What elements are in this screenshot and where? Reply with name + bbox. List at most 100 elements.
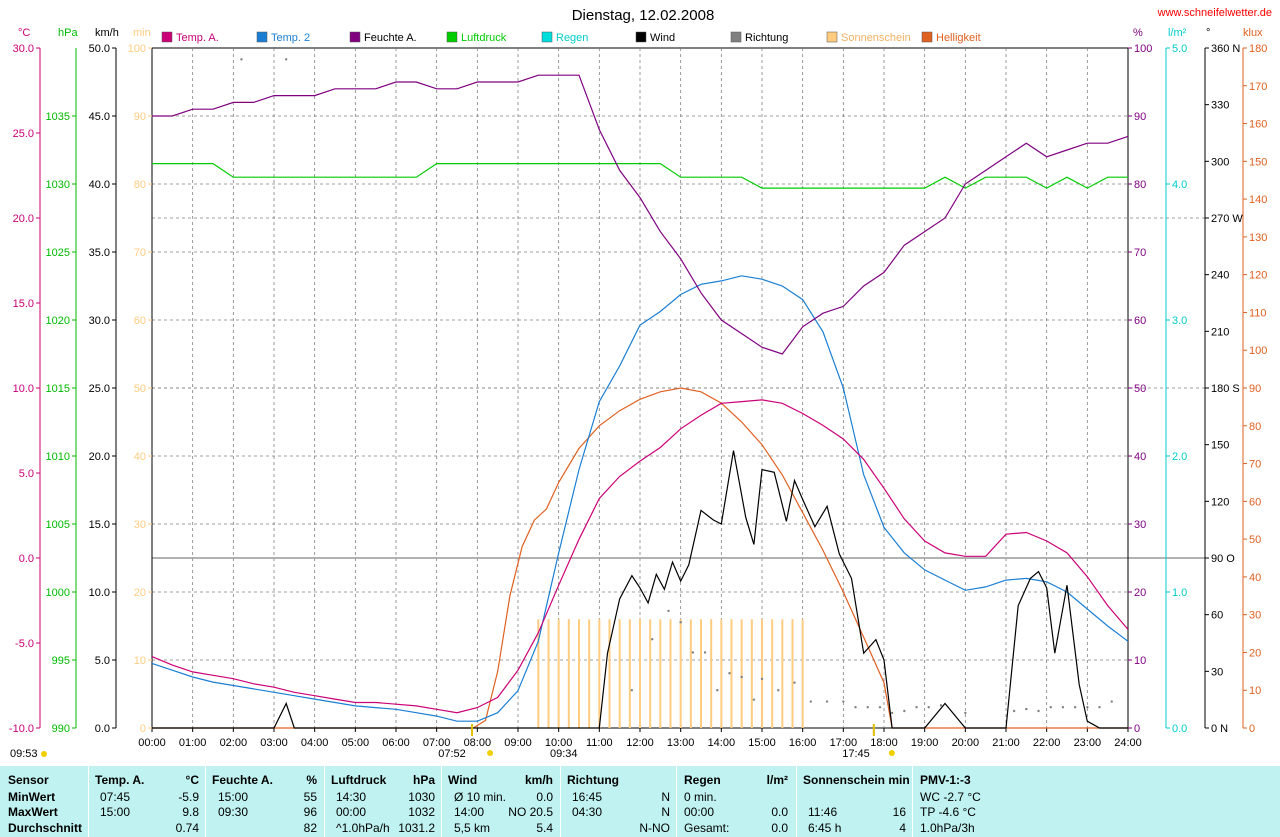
hpa-tick-label: 1005	[46, 519, 70, 531]
stat-cell: WC -2.7 °C	[920, 790, 981, 804]
statistics-table: Sensor Temp. A. °C Feuchte A.% Luftdruck hPa W…	[0, 766, 1280, 837]
temp-tick-label: 0.0	[19, 553, 34, 565]
min-tick-label: 20	[134, 587, 146, 599]
stat-cell: 00:00	[684, 805, 715, 819]
stat-cell: 82	[303, 821, 317, 835]
stat-cell: 96	[303, 805, 317, 819]
stat-cell: 55	[303, 790, 317, 804]
stat-cell: 04:30	[572, 805, 603, 819]
hpa-tick-label: 990	[52, 723, 70, 735]
stat-cell: Ø 10 min.	[454, 790, 507, 804]
header-regen-unit: l/m²	[766, 773, 788, 787]
klux-tick-label: 170	[1249, 81, 1267, 93]
column-separator	[796, 766, 797, 837]
rain-axis-unit: l/m²	[1168, 27, 1187, 39]
header-regen: Regen	[684, 773, 721, 787]
column-separator	[676, 766, 677, 837]
min-tick-label: 100	[128, 43, 146, 55]
stat-cell: N	[661, 805, 670, 819]
legend-swatch	[446, 31, 458, 43]
stat-cell: 15:00	[100, 805, 131, 819]
legend-swatch	[541, 31, 553, 43]
min-tick-label: 10	[134, 655, 146, 667]
deg-tick-label: 60	[1211, 610, 1223, 622]
klux-tick-label: 120	[1249, 270, 1267, 282]
kmh-tick-label: 0.0	[95, 723, 110, 735]
direction-point	[285, 58, 288, 61]
sunrise-marker-sun-icon	[487, 750, 494, 756]
deg-tick-label: 360 N	[1211, 43, 1240, 55]
x-tick-label: 20:00	[952, 737, 980, 749]
pct-tick-label: 70	[1134, 247, 1146, 259]
min-tick-label: 0	[140, 723, 146, 735]
klux-tick-label: 10	[1249, 685, 1261, 697]
legend-label: Luftdruck	[461, 32, 507, 44]
legend-label: Temp. 2	[271, 32, 310, 44]
direction-point	[728, 672, 731, 675]
temp-tick-label: 15.0	[13, 298, 34, 310]
stat-cell: Gesamt:	[684, 821, 730, 835]
header-richtung: Richtung	[567, 773, 619, 787]
stat-cell: 16	[892, 805, 906, 819]
direction-point	[809, 700, 812, 703]
x-tick-label: 23:00	[1074, 737, 1102, 749]
kmh-tick-label: 10.0	[89, 587, 110, 599]
temp-2-series-line	[151, 275, 1129, 722]
direction-point	[866, 706, 869, 709]
legend-label: Temp. A.	[176, 32, 219, 44]
deg-tick-label: 150	[1211, 440, 1229, 452]
x-tick-label: 12:00	[626, 737, 654, 749]
klux-tick-label: 130	[1249, 232, 1267, 244]
x-tick-label: 18:00	[870, 737, 898, 749]
x-tick-label: 03:00	[260, 737, 288, 749]
stat-cell: 14:30	[336, 790, 367, 804]
weather-chart: Dienstag, 12.02.2008 www.schneifelwetter…	[9, 7, 1272, 760]
feuchte-a-series-line	[152, 74, 1129, 355]
x-tick-label: 22:00	[1033, 737, 1061, 749]
column-separator	[88, 766, 89, 837]
site-link[interactable]: www.schneifelwetter.de	[1157, 7, 1272, 19]
pct-tick-label: 90	[1134, 111, 1146, 123]
klux-tick-label: 110	[1249, 307, 1267, 319]
legend-label: Regen	[556, 32, 588, 44]
direction-point	[1073, 706, 1077, 709]
hpa-tick-label: 1025	[46, 247, 70, 259]
stat-cell: 1031.2	[398, 821, 435, 835]
stat-cell: 0.0	[771, 805, 788, 819]
x-tick-label: 13:00	[667, 737, 695, 749]
direction-point	[1110, 700, 1113, 703]
stat-cell: TP -4.6 °C	[920, 805, 976, 819]
temp-a-series-line	[151, 399, 1129, 714]
legend-swatch	[921, 31, 933, 43]
x-tick-label: 19:00	[911, 737, 939, 749]
chart-title: Dienstag, 12.02.2008	[572, 7, 715, 24]
kmh-tick-label: 45.0	[89, 111, 110, 123]
hpa-tick-label: 1020	[46, 315, 70, 327]
direction-point	[752, 698, 756, 701]
stat-cell: 5.4	[536, 821, 553, 835]
rain-tick-label: 1.0	[1172, 587, 1187, 599]
direction-point	[1012, 709, 1016, 713]
direction-point	[793, 681, 796, 684]
pct-axis-unit: %	[1133, 27, 1143, 39]
temp-tick-label: -5.0	[15, 638, 34, 650]
time-markers: 07:52 17:45 09:53 09:34	[10, 748, 870, 760]
direction-point	[760, 677, 764, 681]
x-tick-label: 17:00	[830, 737, 858, 749]
direction-point	[1037, 709, 1040, 713]
legend-swatch	[826, 31, 838, 43]
deg-tick-label: 0 N	[1211, 723, 1228, 735]
deg-tick-label: 300	[1211, 156, 1229, 168]
rain-tick-label: 0.0	[1172, 723, 1187, 735]
legend-swatch	[161, 31, 173, 43]
deg-tick-label: 180 S	[1211, 383, 1240, 395]
temp-tick-label: 30.0	[13, 43, 34, 55]
temp-tick-label: 10.0	[13, 383, 34, 395]
row-label: MaxWert	[8, 805, 58, 819]
header-temp: Temp. A.	[95, 773, 145, 787]
header-wind: Wind	[448, 773, 478, 787]
hpa-tick-label: 1000	[46, 587, 70, 599]
klux-tick-label: 50	[1249, 534, 1261, 546]
legend: Temp. A. Temp. 2 Feuchte A. Luftdruck Regen W…	[161, 31, 981, 44]
pct-tick-label: 40	[1134, 451, 1146, 463]
